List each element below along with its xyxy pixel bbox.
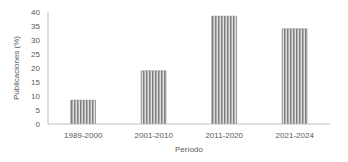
svg-text:0: 0 bbox=[36, 120, 41, 129]
svg-text:2001-2010: 2001-2010 bbox=[135, 131, 174, 140]
svg-text:40: 40 bbox=[31, 8, 40, 17]
svg-text:10: 10 bbox=[31, 92, 40, 101]
svg-text:15: 15 bbox=[31, 78, 40, 87]
svg-text:25: 25 bbox=[31, 50, 40, 59]
svg-text:2021-2024: 2021-2024 bbox=[276, 131, 315, 140]
svg-text:35: 35 bbox=[31, 22, 40, 31]
svg-text:Período: Período bbox=[175, 145, 204, 154]
svg-text:1989-2000: 1989-2000 bbox=[64, 131, 103, 140]
svg-text:2011-2020: 2011-2020 bbox=[205, 131, 243, 140]
svg-text:20: 20 bbox=[31, 64, 40, 73]
svg-text:30: 30 bbox=[31, 36, 40, 45]
svg-text:Publicaciones (%): Publicaciones (%) bbox=[12, 36, 21, 100]
svg-text:5: 5 bbox=[36, 106, 41, 115]
